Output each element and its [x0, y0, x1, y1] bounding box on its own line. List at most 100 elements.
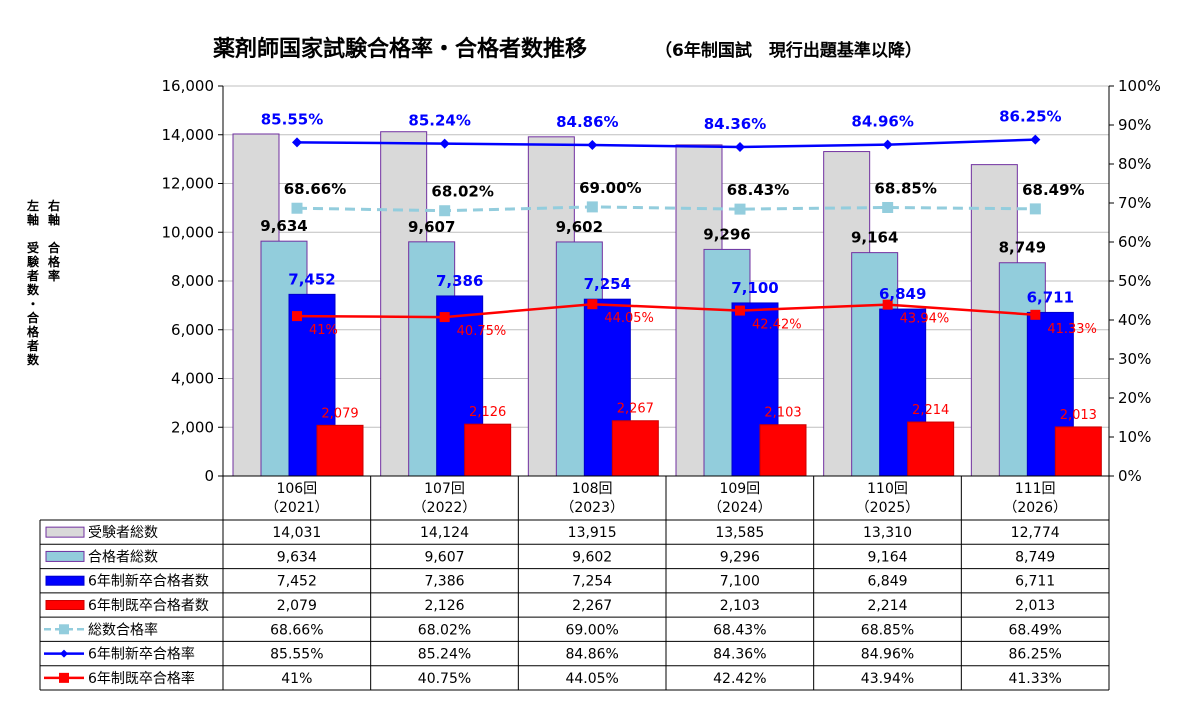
table-cell: 43.94%	[861, 671, 914, 687]
line-data-label: 41.33%	[1047, 322, 1097, 337]
table-cell: 14,124	[420, 525, 469, 541]
left-tick-label: 12,000	[162, 175, 215, 193]
bar-repeat-passers	[759, 424, 807, 477]
table-cell: 2,267	[572, 598, 612, 614]
table-cell: 69.00%	[565, 622, 618, 638]
category-year: （2025）	[856, 500, 920, 516]
ylabel-right: 右軸 合格率	[47, 198, 61, 283]
right-tick-label: 20%	[1118, 389, 1151, 407]
bar-data-label: 2,079	[321, 406, 358, 421]
bar-data-label: 9,634	[260, 217, 307, 235]
table-cell: 41%	[281, 671, 312, 687]
bar-data-label: 9,164	[851, 229, 898, 247]
table-cell: 68.49%	[1008, 622, 1061, 638]
left-tick-label: 14,000	[162, 126, 215, 144]
line-data-label: 42.42%	[752, 318, 802, 333]
right-tick-label: 70%	[1118, 194, 1151, 212]
table-cell: 7,254	[572, 574, 612, 590]
category-year: （2026）	[1003, 500, 1067, 516]
legend-label: 総数合格率	[88, 621, 158, 638]
bar-data-label: 6,849	[879, 285, 926, 303]
line-data-label: 43.94%	[900, 312, 950, 327]
category-label: 110回	[867, 481, 908, 497]
bar-data-label: 2,214	[912, 403, 949, 418]
line-data-label: 69.00%	[579, 179, 641, 197]
category-year: （2023）	[560, 500, 624, 516]
data-table: 106回 （2021） 107回 （2022） 108回 （2023） 109回 （2024）…	[39, 476, 1110, 691]
table-cell: 68.02%	[418, 622, 471, 638]
line-data-label: 40.75%	[457, 324, 507, 339]
legend-label: 6年制新卒合格者数	[88, 574, 209, 590]
line-marker	[1030, 309, 1041, 320]
line-1	[296, 138, 1036, 149]
table-cell: 6,849	[867, 574, 907, 590]
bar-data-label: 7,452	[288, 270, 335, 288]
legend-marker	[59, 672, 69, 683]
left-tick-label: 6,000	[171, 321, 214, 339]
legend-label: 6年制既卒合格率	[88, 670, 195, 687]
line-marker	[439, 205, 451, 217]
legend-key	[45, 550, 85, 562]
line-data-label: 68.43%	[727, 181, 789, 199]
left-tick-label: 8,000	[171, 272, 214, 290]
bar-data-label: 2,126	[469, 405, 506, 420]
legend-key	[45, 526, 85, 538]
line-marker	[292, 311, 302, 322]
legend-label: 6年制新卒合格率	[88, 646, 195, 663]
table-cell: 7,386	[424, 574, 464, 590]
category-year: （2021）	[265, 500, 329, 516]
bar-data-label: 2,267	[617, 402, 654, 417]
bar-data-label: 6,711	[1027, 288, 1074, 306]
table-cell: 7,100	[720, 574, 760, 590]
bar-data-label: 8,749	[999, 239, 1046, 257]
table-cell: 13,585	[715, 525, 764, 541]
legend-label: 受験者総数	[88, 525, 158, 541]
category-label: 111回	[1015, 481, 1056, 497]
left-tick-label: 16,000	[162, 77, 215, 95]
table-cell: 2,103	[720, 598, 760, 614]
data-labels: 9,634 7,452 2,079 9,607 7,386 2,126 9,602 7,254…	[260, 108, 1097, 423]
chart-subtitle: （6年制国試 現行出題基準以降）	[655, 40, 922, 61]
table-cell: 14,031	[272, 525, 321, 541]
right-tick-label: 100%	[1118, 77, 1161, 95]
line-data-label: 85.24%	[408, 112, 470, 130]
table-cell: 85.24%	[418, 647, 471, 663]
line-marker	[586, 201, 598, 213]
bar-data-label: 9,602	[556, 218, 603, 236]
rate-lines	[291, 134, 1041, 323]
table-cell: 9,164	[867, 549, 907, 565]
table-cell: 13,915	[568, 525, 617, 541]
table-cell: 2,013	[1015, 598, 1055, 614]
table-cell: 2,214	[867, 598, 907, 614]
table-cell: 13,310	[863, 525, 912, 541]
legend-key	[45, 575, 85, 586]
ylabel-left: 左軸 受験者数・合格者数	[26, 198, 40, 367]
left-tick-label: 10,000	[162, 223, 215, 241]
table-cell: 9,296	[720, 549, 760, 565]
legend-label: 合格者総数	[88, 549, 158, 565]
line-data-label: 68.02%	[431, 183, 493, 201]
bar-data-label: 7,100	[731, 279, 778, 297]
gridlines	[223, 85, 1109, 428]
line-marker	[882, 139, 893, 150]
table-cell: 84.96%	[861, 647, 914, 663]
bar-data-label: 7,254	[584, 275, 631, 293]
category-label: 106回	[276, 481, 317, 497]
category-label: 109回	[719, 481, 760, 497]
table-cell: 86.25%	[1008, 647, 1061, 663]
table-cell: 9,602	[572, 549, 612, 565]
line-marker	[439, 138, 450, 149]
right-tick-label: 40%	[1118, 311, 1151, 329]
legend-marker	[60, 649, 68, 658]
line-data-label: 41%	[309, 323, 338, 338]
category-year: （2022）	[413, 500, 477, 516]
right-tick-label: 30%	[1118, 350, 1151, 368]
line-data-label: 68.49%	[1022, 181, 1084, 199]
line-data-label: 86.25%	[999, 108, 1061, 126]
table-cell: 8,749	[1015, 549, 1055, 565]
right-tick-label: 50%	[1118, 272, 1151, 290]
line-data-label: 84.96%	[851, 113, 913, 131]
table-cell: 7,452	[277, 574, 317, 590]
legend-marker	[59, 624, 69, 635]
